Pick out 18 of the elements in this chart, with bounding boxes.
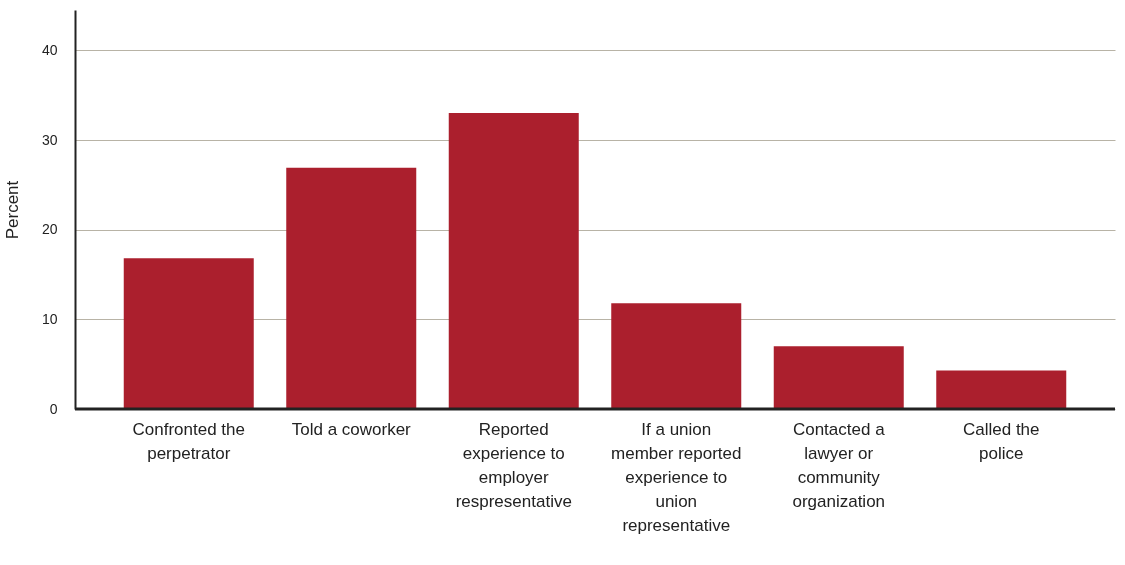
y-tick-label: 0 — [49, 400, 58, 417]
bar — [773, 346, 904, 409]
x-tick-label: Called the police — [962, 419, 1040, 463]
bar — [611, 303, 742, 409]
y-axis-title: Percent — [2, 180, 22, 240]
x-tick-label: Told a coworker — [291, 419, 412, 439]
x-tick-label: Contacted a lawyer or community organization — [792, 419, 886, 511]
y-tick-label: 20 — [41, 221, 58, 238]
bar — [936, 370, 1067, 409]
y-tick-label: 40 — [41, 41, 58, 58]
bar — [448, 113, 579, 409]
bar — [123, 258, 254, 409]
y-tick-label: 30 — [41, 131, 58, 148]
y-tick-label: 10 — [41, 310, 58, 327]
x-tick-label: Confronted the perpetrator — [132, 419, 245, 463]
x-tick-label: Reported experience to employer respresentative — [455, 419, 572, 511]
bar — [286, 167, 417, 409]
x-tick-label: If a union member reported experience to union representative — [611, 419, 742, 535]
